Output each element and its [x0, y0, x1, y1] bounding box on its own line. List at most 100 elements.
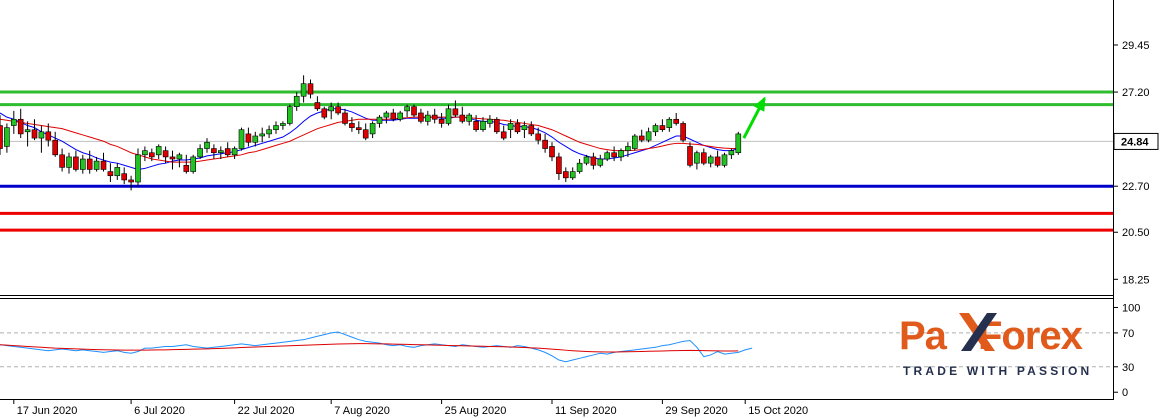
price-tick-label: 29.45: [1122, 40, 1150, 52]
candle-body: [542, 139, 548, 149]
candle: [231, 146, 238, 160]
candle: [452, 100, 459, 118]
candle: [459, 106, 466, 124]
candle: [397, 110, 404, 122]
candle-body: [224, 148, 231, 156]
candle: [521, 121, 528, 139]
candle: [500, 125, 507, 141]
candle: [549, 142, 555, 162]
candle-body: [66, 156, 72, 168]
candle: [328, 102, 335, 120]
candle: [314, 96, 321, 111]
candle: [424, 110, 431, 126]
candle: [211, 144, 217, 160]
candle-body: [673, 118, 680, 124]
candle: [31, 119, 38, 141]
candle: [466, 112, 473, 126]
candle-body: [52, 139, 59, 156]
candle: [128, 175, 134, 191]
candle-body: [638, 135, 645, 141]
candle: [59, 148, 65, 172]
candle-body: [666, 118, 673, 128]
candle-body: [487, 118, 493, 124]
forecast-arrow: [742, 96, 766, 139]
candle: [135, 148, 141, 187]
candle-body: [314, 102, 321, 110]
candle-body: [100, 160, 107, 170]
candle-body: [293, 95, 300, 108]
candle: [93, 156, 100, 172]
candle-body: [204, 141, 210, 149]
candle-body: [631, 135, 638, 149]
candle: [11, 110, 17, 134]
candle: [480, 117, 486, 132]
candle-body: [266, 129, 272, 135]
candle-body: [604, 152, 611, 160]
candle-body: [680, 123, 686, 141]
candle: [625, 142, 631, 157]
candle: [66, 152, 72, 174]
candle-body: [176, 154, 183, 160]
candle: [700, 148, 707, 166]
indicator-series-1: [0, 343, 739, 353]
candle-body: [424, 114, 431, 122]
candle: [383, 110, 390, 124]
time-tick-label: 22 Jul 2020: [238, 405, 295, 417]
candle: [86, 150, 93, 174]
candle-body: [321, 108, 328, 118]
price-tick-label: 22.70: [1122, 181, 1150, 193]
candle: [390, 108, 397, 122]
candle-body: [700, 152, 707, 164]
candle-body: [452, 108, 459, 116]
candle: [197, 144, 203, 160]
indicator-tick-label: 100: [1122, 302, 1140, 314]
candle: [4, 123, 10, 153]
candle: [569, 167, 576, 180]
candle-body: [611, 152, 617, 158]
indicator-axis-ticks: 100 70 30 0: [1113, 302, 1140, 399]
candle-body: [142, 150, 148, 156]
time-tick-label: 25 Aug 2020: [445, 405, 507, 417]
candle: [218, 146, 224, 160]
candle: [666, 117, 673, 132]
candle-body: [24, 129, 31, 133]
candle: [176, 152, 183, 168]
candle: [673, 112, 680, 126]
candle: [335, 102, 341, 116]
candle: [45, 123, 52, 147]
candle: [659, 119, 666, 132]
candle-body: [652, 125, 659, 133]
candle: [514, 119, 521, 134]
indicator-tick-label: 30: [1122, 362, 1134, 374]
time-tick-label: 29 Sep 2020: [665, 405, 727, 417]
candle: [583, 154, 590, 166]
logo-x-mark-icon: [959, 313, 997, 351]
candle: [721, 152, 728, 168]
candle-body: [549, 146, 555, 158]
candle-body: [218, 150, 224, 154]
candle: [590, 152, 597, 170]
candle: [680, 121, 686, 143]
candle-body: [38, 131, 45, 139]
candle-body: [625, 146, 631, 151]
candle: [142, 146, 148, 162]
candle: [190, 154, 196, 174]
candle: [694, 150, 700, 170]
candle: [321, 106, 328, 120]
candle: [438, 112, 445, 128]
candle-body: [369, 123, 376, 135]
indicator-tick-label: 70: [1122, 328, 1134, 340]
candle-body: [735, 133, 742, 154]
candle: [273, 121, 279, 134]
price-levels: [0, 90, 1113, 232]
candle-body: [411, 106, 417, 116]
time-tick-label: 6 Jul 2020: [134, 405, 185, 417]
candle: [38, 125, 45, 153]
candle: [576, 159, 583, 174]
candle-body: [445, 108, 452, 124]
candle: [0, 115, 3, 155]
price-tick-label: 27.20: [1122, 87, 1150, 99]
candle: [507, 119, 514, 139]
candle: [535, 127, 542, 145]
